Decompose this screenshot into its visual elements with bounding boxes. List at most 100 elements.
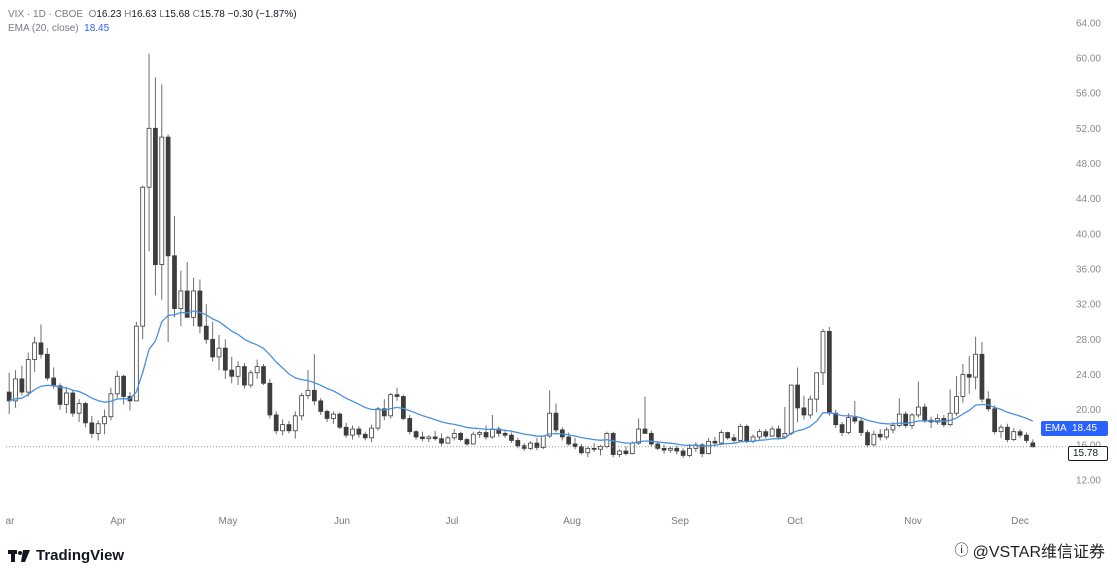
candle-body [305, 389, 311, 397]
ema-label: EMA (20, close) [8, 23, 79, 34]
candle-body [483, 432, 489, 438]
candle-body [331, 413, 336, 419]
candle-body [617, 450, 622, 455]
candle-body [388, 394, 394, 417]
candle-body [1030, 442, 1036, 448]
high-value: 16.63 [131, 9, 157, 20]
candle-body [916, 406, 921, 416]
candle-body [846, 417, 851, 433]
candle-body [318, 400, 324, 412]
open-value: 16.23 [96, 9, 122, 20]
candle-body [509, 434, 514, 441]
candle-body [292, 415, 298, 432]
candle-body [38, 342, 44, 355]
candle-body [699, 444, 705, 455]
chart-legend: VIX · 1D · CBOE O16.23 H16.63 L15.68 C15… [8, 8, 297, 36]
tradingview-logo-icon [8, 549, 30, 562]
candle-body [1011, 431, 1017, 440]
change-value: −0.30 (−1.87%) [227, 9, 297, 20]
candle-body [324, 411, 330, 419]
candle-body [6, 391, 12, 402]
y-tick-label: 44.00 [1076, 194, 1101, 205]
candle-body [674, 447, 680, 452]
candle-body [998, 426, 1004, 433]
candle-body [547, 412, 552, 437]
candle-body [661, 447, 667, 451]
candle-body [286, 424, 292, 432]
candle-body [725, 432, 731, 439]
candle-body [57, 385, 63, 405]
y-tick-label: 28.00 [1076, 335, 1101, 346]
candle-body [51, 377, 57, 387]
low-value: 15.68 [164, 9, 190, 20]
x-tick-label: Nov [904, 516, 922, 527]
candle-body [623, 450, 629, 455]
x-tick-label: Jun [334, 516, 350, 527]
candle-body [191, 290, 196, 318]
candle-body [490, 428, 495, 438]
candle-body [337, 413, 343, 428]
candle-body [877, 433, 883, 438]
candle-body [553, 412, 559, 431]
candle-body [426, 436, 432, 440]
candle-body [795, 384, 800, 409]
y-tick-label: 20.00 [1076, 405, 1101, 416]
candle-body [159, 136, 165, 265]
candle-body [464, 439, 470, 445]
candle-body [820, 331, 826, 374]
candle-body [102, 416, 107, 425]
y-tick-label: 24.00 [1076, 370, 1101, 381]
candle-body [445, 437, 451, 444]
candle-body [833, 412, 839, 426]
candle-body [19, 378, 25, 393]
candle-body [381, 408, 387, 417]
candle-body [731, 437, 737, 441]
candle-body [706, 440, 711, 455]
candle-body [528, 442, 533, 449]
candle-body [979, 353, 985, 400]
high-label: H [124, 9, 132, 20]
y-tick-label: 64.00 [1076, 18, 1101, 29]
candle-body [642, 428, 648, 434]
tradingview-logo[interactable]: TradingView [8, 547, 124, 564]
candle-body [458, 433, 463, 440]
candle-body [903, 413, 909, 426]
ema-name-tag: EMA [1041, 421, 1071, 436]
candle-body [273, 414, 279, 432]
candle-body [884, 429, 889, 438]
y-tick-label: 36.00 [1076, 264, 1101, 275]
watermark-text: @VSTAR维信证券 [972, 544, 1105, 561]
candle-body [210, 338, 216, 358]
candle-body [89, 422, 95, 434]
y-tick-label: 52.00 [1076, 124, 1101, 135]
candle-body [718, 432, 724, 444]
symbol-label: VIX · 1D · CBOE [8, 9, 84, 20]
y-tick-label: 60.00 [1076, 53, 1101, 64]
x-tick-label: Aug [563, 516, 581, 527]
x-tick-label: Jul [446, 516, 459, 527]
candle-body [776, 428, 781, 438]
candle-body [216, 347, 222, 358]
candle-body [184, 290, 190, 318]
candle-body [865, 432, 870, 446]
candle-body [108, 393, 114, 418]
candle-body [229, 369, 235, 377]
y-tick-label: 40.00 [1076, 229, 1101, 240]
brand-name: TradingView [36, 547, 125, 564]
candle-body [114, 375, 120, 395]
candle-body [769, 428, 775, 437]
candle-body [610, 433, 616, 455]
candle-body [566, 436, 572, 445]
candle-body [757, 431, 762, 438]
candle-body [222, 347, 228, 371]
candle-body [1017, 431, 1023, 436]
candle-body [858, 420, 864, 433]
candle-body [235, 366, 241, 377]
candle-body [267, 382, 273, 416]
candle-body [133, 325, 139, 402]
close-value: 15.78 [199, 9, 225, 20]
y-tick-label: 48.00 [1076, 159, 1101, 170]
candle-body [737, 425, 743, 441]
candle-body [165, 136, 171, 257]
